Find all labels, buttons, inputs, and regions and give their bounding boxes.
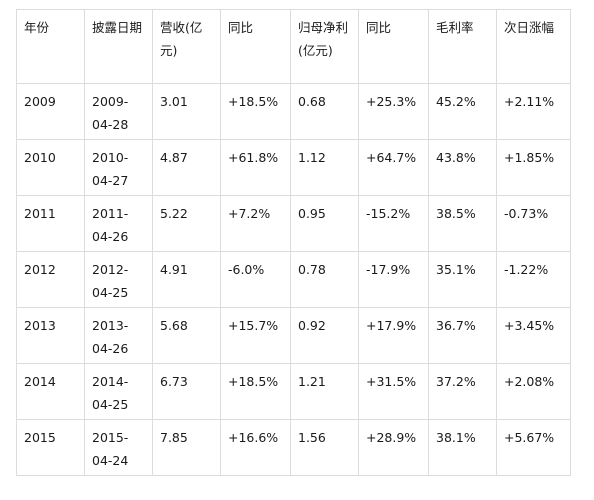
net-profit-cell: 1.56 <box>290 419 359 476</box>
net-profit-cell: 0.95 <box>290 195 359 252</box>
net-profit-yoy-cell: +64.7% <box>358 139 429 196</box>
gross-margin-cell: 38.1% <box>428 419 497 476</box>
year-cell: 2012 <box>16 251 85 308</box>
header-net-profit: 归母净利(亿元) <box>290 9 359 84</box>
revenue-yoy-cell: -6.0% <box>220 251 291 308</box>
gross-margin-cell: 37.2% <box>428 363 497 420</box>
disclosure-date-cell: 2009- 04-28 <box>84 83 153 140</box>
gross-margin-cell: 35.1% <box>428 251 497 308</box>
header-disclosure-date: 披露日期 <box>84 9 153 84</box>
date-part: 04-26 <box>92 229 129 244</box>
disclosure-date-cell: 2013- 04-26 <box>84 307 153 364</box>
header-year: 年份 <box>16 9 85 84</box>
date-part: 2015- <box>92 430 129 445</box>
date-part: 04-24 <box>92 453 129 468</box>
date-part: 04-25 <box>92 397 129 412</box>
table-row: 2012 2012- 04-25 4.91 -6.0% 0.78 -17.9% 3… <box>16 251 571 308</box>
date-part: 2009- <box>92 94 129 109</box>
revenue-yoy-cell: +16.6% <box>220 419 291 476</box>
date-part: 2012- <box>92 262 129 277</box>
date-part: 2013- <box>92 318 129 333</box>
table-row: 2014 2014- 04-25 6.73 +18.5% 1.21 +31.5% … <box>16 363 571 420</box>
table-header-row: 年份 披露日期 营收(亿元) 同比 归母净利(亿元) 同比 毛利率 次日涨幅 <box>16 9 571 84</box>
year-cell: 2014 <box>16 363 85 420</box>
revenue-yoy-cell: +18.5% <box>220 363 291 420</box>
next-day-change-cell: +3.45% <box>496 307 571 364</box>
gross-margin-cell: 45.2% <box>428 83 497 140</box>
disclosure-date-cell: 2012- 04-25 <box>84 251 153 308</box>
gross-margin-cell: 36.7% <box>428 307 497 364</box>
date-part: 04-28 <box>92 117 129 132</box>
revenue-cell: 3.01 <box>152 83 221 140</box>
year-cell: 2015 <box>16 419 85 476</box>
net-profit-yoy-cell: +25.3% <box>358 83 429 140</box>
header-revenue: 营收(亿元) <box>152 9 221 84</box>
disclosure-date-cell: 2015- 04-24 <box>84 419 153 476</box>
revenue-cell: 5.22 <box>152 195 221 252</box>
date-part: 04-27 <box>92 173 129 188</box>
revenue-yoy-cell: +15.7% <box>220 307 291 364</box>
revenue-cell: 4.91 <box>152 251 221 308</box>
header-next-day-change: 次日涨幅 <box>496 9 571 84</box>
year-cell: 2011 <box>16 195 85 252</box>
revenue-cell: 5.68 <box>152 307 221 364</box>
net-profit-yoy-cell: +31.5% <box>358 363 429 420</box>
net-profit-yoy-cell: -15.2% <box>358 195 429 252</box>
net-profit-cell: 1.21 <box>290 363 359 420</box>
revenue-cell: 6.73 <box>152 363 221 420</box>
year-cell: 2013 <box>16 307 85 364</box>
revenue-yoy-cell: +61.8% <box>220 139 291 196</box>
revenue-yoy-cell: +7.2% <box>220 195 291 252</box>
year-cell: 2010 <box>16 139 85 196</box>
net-profit-cell: 0.78 <box>290 251 359 308</box>
date-part: 04-25 <box>92 285 129 300</box>
net-profit-yoy-cell: +28.9% <box>358 419 429 476</box>
revenue-cell: 4.87 <box>152 139 221 196</box>
next-day-change-cell: -0.73% <box>496 195 571 252</box>
net-profit-yoy-cell: -17.9% <box>358 251 429 308</box>
next-day-change-cell: +2.11% <box>496 83 571 140</box>
table-row: 2015 2015- 04-24 7.85 +16.6% 1.56 +28.9% … <box>16 419 571 476</box>
date-part: 2010- <box>92 150 129 165</box>
date-part: 04-26 <box>92 341 129 356</box>
financial-table: 年份 披露日期 营收(亿元) 同比 归母净利(亿元) 同比 毛利率 次日涨幅 2… <box>16 9 571 476</box>
table-row: 2010 2010- 04-27 4.87 +61.8% 1.12 +64.7% … <box>16 139 571 196</box>
disclosure-date-cell: 2014- 04-25 <box>84 363 153 420</box>
header-gross-margin: 毛利率 <box>428 9 497 84</box>
date-part: 2011- <box>92 206 129 221</box>
next-day-change-cell: +5.67% <box>496 419 571 476</box>
table-row: 2011 2011- 04-26 5.22 +7.2% 0.95 -15.2% 3… <box>16 195 571 252</box>
disclosure-date-cell: 2010- 04-27 <box>84 139 153 196</box>
header-revenue-yoy: 同比 <box>220 9 291 84</box>
net-profit-cell: 1.12 <box>290 139 359 196</box>
net-profit-cell: 0.68 <box>290 83 359 140</box>
gross-margin-cell: 38.5% <box>428 195 497 252</box>
date-part: 2014- <box>92 374 129 389</box>
gross-margin-cell: 43.8% <box>428 139 497 196</box>
year-cell: 2009 <box>16 83 85 140</box>
next-day-change-cell: -1.22% <box>496 251 571 308</box>
table-row: 2013 2013- 04-26 5.68 +15.7% 0.92 +17.9% … <box>16 307 571 364</box>
next-day-change-cell: +1.85% <box>496 139 571 196</box>
revenue-cell: 7.85 <box>152 419 221 476</box>
table-row: 2009 2009- 04-28 3.01 +18.5% 0.68 +25.3% … <box>16 83 571 140</box>
header-net-profit-yoy: 同比 <box>358 9 429 84</box>
net-profit-cell: 0.92 <box>290 307 359 364</box>
disclosure-date-cell: 2011- 04-26 <box>84 195 153 252</box>
revenue-yoy-cell: +18.5% <box>220 83 291 140</box>
next-day-change-cell: +2.08% <box>496 363 571 420</box>
net-profit-yoy-cell: +17.9% <box>358 307 429 364</box>
